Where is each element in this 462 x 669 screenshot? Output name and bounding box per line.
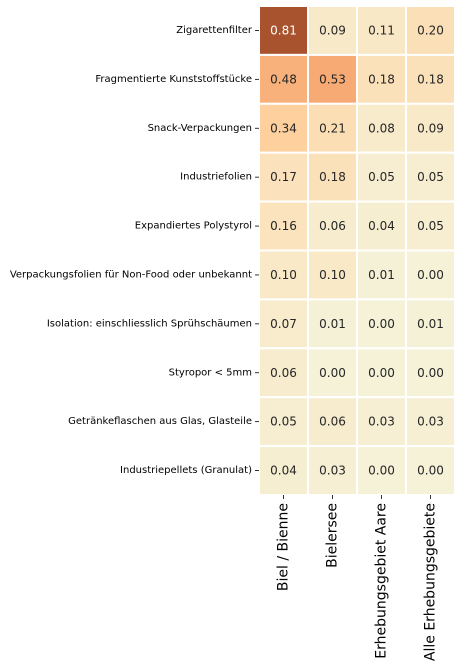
heatmap-cell (356, 200, 407, 252)
heatmap-cell (307, 298, 358, 350)
column-labels: Biel / Bienne Bielersee Erhebungsgebiet Aa… (276, 495, 439, 661)
row-label: Expandiertes Polystyrol (135, 221, 252, 232)
cell-value-label: 0.81 (270, 23, 297, 37)
heatmap-cell (307, 200, 358, 252)
cell-value-label: 0.06 (270, 366, 297, 380)
cell-value-label: 0.07 (270, 317, 297, 331)
heatmap-cell (258, 200, 309, 252)
cell-value-label: 0.04 (368, 219, 395, 233)
heatmap-cell (356, 445, 407, 497)
heatmap-cell (405, 53, 456, 105)
heatmap-cells: 0.81 0.09 0.11 0.20 0.48 0.53 0.18 0.18 0.34 0.21… (258, 5, 456, 497)
row-label: Industriepellets (Granulat) (120, 465, 252, 476)
row-label: Industriefolien (180, 172, 252, 183)
heatmap-cell (405, 249, 456, 301)
cell-value-label: 0.06 (319, 219, 346, 233)
cell-value-label: 0.05 (270, 415, 297, 429)
cell-value-label: 0.03 (368, 415, 395, 429)
cell-value-label: 0.16 (270, 219, 297, 233)
row-label: Verpackungsfolien für Non-Food oder unbe… (10, 269, 252, 280)
row-label: Zigarettenfilter (176, 25, 253, 36)
cell-value-label: 0.03 (417, 415, 444, 429)
cell-value-label: 0.17 (270, 170, 297, 184)
row-labels: Zigarettenfilter Fragmentierte Kunststoff… (10, 25, 259, 476)
heatmap-cell (405, 151, 456, 203)
cell-value-label: 0.05 (417, 219, 444, 233)
heatmap-cell (258, 249, 309, 301)
cell-value-label: 0.05 (417, 170, 444, 184)
cell-value-label: 0.00 (368, 366, 395, 380)
cell-value-label: 0.00 (319, 366, 346, 380)
heatmap-cell (405, 200, 456, 252)
cell-value-label: 0.01 (368, 268, 395, 282)
cell-value-label: 0.34 (270, 121, 297, 135)
heatmap-cell (356, 5, 407, 56)
heatmap-cell (258, 298, 309, 350)
heatmap-cell (307, 151, 358, 203)
heatmap-cell (405, 102, 456, 154)
cell-value-label: 0.10 (270, 268, 297, 282)
cell-value-label: 0.18 (368, 72, 395, 86)
cell-value-label: 0.00 (368, 464, 395, 478)
cell-value-label: 0.48 (270, 72, 297, 86)
heatmap-cell (405, 347, 456, 399)
cell-value-label: 0.09 (319, 23, 346, 37)
heatmap-cell (405, 445, 456, 497)
cell-value-label: 0.06 (319, 415, 346, 429)
cell-value-label: 0.08 (368, 121, 395, 135)
heatmap-cell (356, 151, 407, 203)
heatmap-cell (405, 298, 456, 350)
cell-value-label: 0.01 (319, 317, 346, 331)
cell-value-label: 0.03 (319, 464, 346, 478)
row-label: Snack-Verpackungen (148, 123, 252, 134)
row-label: Fragmentierte Kunststoffstücke (95, 74, 252, 85)
cell-value-label: 0.09 (417, 121, 444, 135)
heatmap-cell (356, 249, 407, 301)
column-label: Alle Erhebungsgebiete (423, 503, 439, 661)
cell-value-label: 0.10 (319, 268, 346, 282)
cell-value-label: 0.11 (368, 23, 395, 37)
heatmap-cell (405, 396, 456, 448)
cell-value-label: 0.04 (270, 464, 297, 478)
cell-value-label: 0.18 (319, 170, 346, 184)
cell-value-label: 0.21 (319, 121, 346, 135)
cell-value-label: 0.05 (368, 170, 395, 184)
heatmap-cell (307, 102, 358, 154)
heatmap-cell (307, 5, 358, 56)
cell-value-label: 0.20 (417, 23, 444, 37)
cell-value-label: 0.53 (319, 72, 346, 86)
row-label: Isolation: einschliesslich Sprühschäumen (47, 318, 252, 329)
cell-value-label: 0.01 (417, 317, 444, 331)
column-label: Bielersee (325, 503, 341, 568)
cell-value-label: 0.00 (417, 268, 444, 282)
cell-value-label: 0.00 (368, 317, 395, 331)
row-label: Styropor < 5mm (169, 367, 252, 378)
cell-value-label: 0.00 (417, 366, 444, 380)
heatmap-cell (258, 5, 309, 56)
column-label: Erhebungsgebiet Aare (374, 503, 390, 659)
cell-value-label: 0.18 (417, 72, 444, 86)
row-label: Getränkeflaschen aus Glas, Glasteile (68, 416, 252, 427)
cell-value-label: 0.00 (417, 464, 444, 478)
column-label: Biel / Bienne (276, 503, 292, 591)
